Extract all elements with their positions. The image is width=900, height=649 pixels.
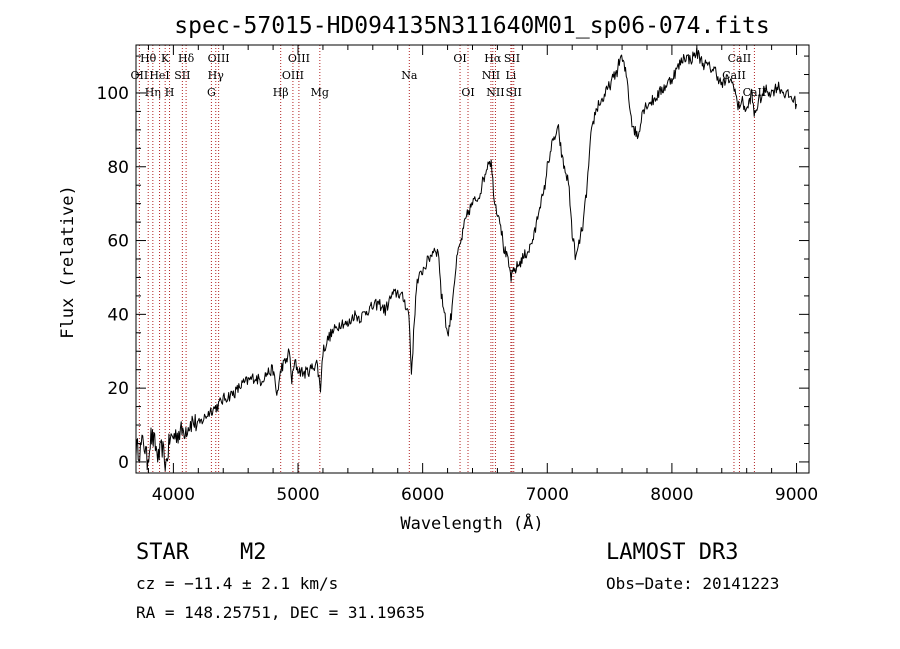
y-tick-label: 60 [107,232,129,252]
spectrum-series [135,47,797,472]
observation-date: Obs−Date: 20141223 [606,574,780,593]
marker-label: K [161,52,170,65]
marker-label: NII [486,86,504,99]
marker-label: CaII [728,52,752,65]
redshift-velocity: cz = −11.4 ± 2.1 km/s [136,574,339,593]
y-axis: 0 20 40 60 80 100 [97,55,809,473]
marker-label: OIII [288,52,310,65]
marker-label: H [165,86,175,99]
object-class: STAR [136,540,189,565]
spectral-line-markers: Hθ OII Hη HeI K SII H Hδ OIII Hγ G Hβ OIII OIII Mg Na OI… [131,45,767,473]
marker-label: Hδ [178,52,195,65]
marker-label: NII [482,69,500,82]
marker-label: Hγ [208,69,225,82]
marker-label: Hθ [140,52,157,65]
y-tick-label: 40 [107,305,129,325]
x-tick-label: 4000 [152,485,195,505]
spectral-subclass: M2 [240,540,267,565]
coordinates: RA = 148.25751, DEC = 31.19635 [136,603,425,622]
x-tick-label: 5000 [276,485,319,505]
x-axis: 4000 5000 6000 7000 8000 9000 [147,45,818,505]
x-tick-label: 7000 [526,485,569,505]
marker-label: Hη [145,86,161,99]
y-tick-label: 20 [107,379,129,399]
marker-label: SII [504,52,520,65]
x-axis-label: Wavelength (Å) [400,512,543,534]
marker-label: OIII [208,52,230,65]
y-tick-label: 80 [107,158,129,178]
marker-label: Hα [484,52,502,65]
x-tick-label: 9000 [775,485,818,505]
marker-label: Mg [311,86,329,99]
marker-label: Na [401,69,418,82]
marker-label: SII [174,69,190,82]
marker-label: Hβ [273,86,289,99]
y-axis-label: Flux (relative) [58,185,78,339]
x-tick-label: 6000 [401,485,444,505]
marker-label: HeI [149,69,169,82]
marker-label: OI [461,86,474,99]
marker-label: Li [505,69,516,82]
spectrum-line [135,47,797,472]
marker-label: G [207,86,216,99]
marker-label: OI [453,52,466,65]
survey-name: LAMOST DR3 [606,540,739,565]
marker-label: OIII [282,69,304,82]
y-tick-label: 0 [118,453,129,473]
x-tick-label: 8000 [650,485,693,505]
marker-label: SII [506,86,522,99]
chart-title: spec-57015-HD094135N311640M01_sp06-074.f… [174,13,769,39]
marker-label: CaII [743,86,767,99]
marker-label: OII [131,69,149,82]
plot-frame [135,44,810,474]
y-tick-label: 100 [97,84,129,104]
